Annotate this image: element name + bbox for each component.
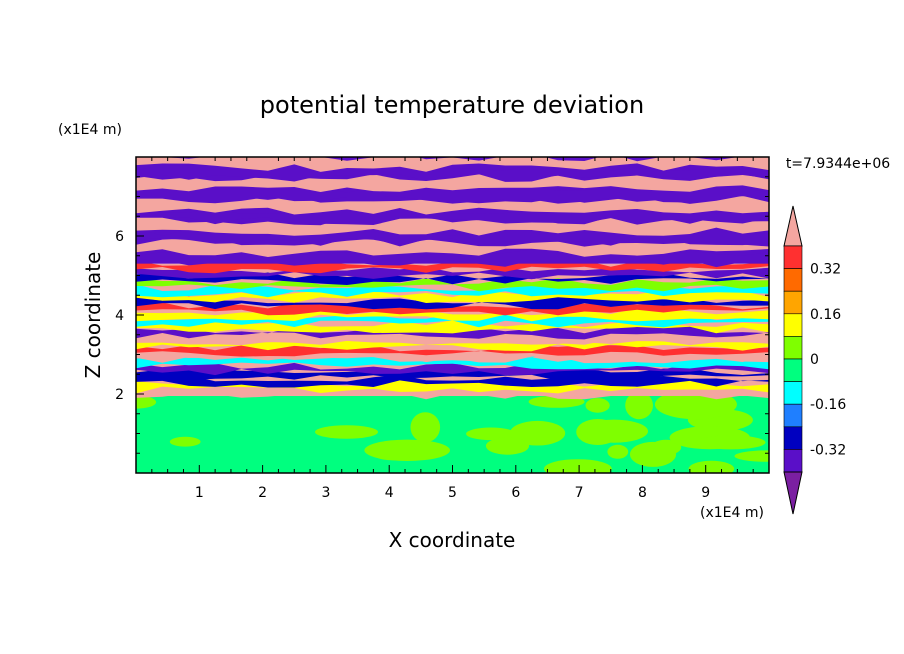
x-unit-label: (x1E4 m) [700,505,764,521]
plot-area [136,157,769,473]
mottle-blob [509,420,566,446]
x-tick-label: 6 [511,485,520,501]
x-axis-title: X coordinate [389,528,516,552]
layer-stripe [136,206,769,225]
mottle-blob [607,444,629,459]
mottle-blob [485,437,530,455]
layer-stripe [136,272,769,285]
colorbar-segment [783,449,803,473]
layer-stripe [136,184,769,204]
layer-stripe [136,216,769,236]
mottle-blob [136,395,157,409]
x-tick-label: 1 [195,485,204,501]
y-tick-label: 4 [115,308,124,324]
mottle-blob [650,439,682,455]
y-tick-label: 2 [115,387,124,403]
y-unit-label: (x1E4 m) [58,122,122,138]
mottle-blob [688,460,735,473]
layer-stripe [136,249,769,268]
y-tick-label: 6 [115,229,124,245]
layer-stripe [136,374,769,388]
colorbar-segment [783,403,803,428]
chart-title: potential temperature deviation [260,91,644,119]
colorbar-label: -0.16 [810,397,846,413]
x-tick-label: 9 [701,485,710,501]
colorbar-segment [783,426,803,450]
colorbar-segment [783,381,803,405]
mottle-blob [466,427,516,441]
x-tick-label: 2 [258,485,267,501]
colorbar: 0.32 0.16 0 -0.16 -0.32 [783,205,846,515]
mottle-blob [585,398,610,413]
mottle-blob [315,425,378,439]
mottle-blob [625,391,653,420]
layer-stripe [136,339,769,352]
colorbar-segment [783,290,803,315]
colorbar-segment [783,336,803,360]
mottle-blob [169,436,201,447]
y-axis: 2 4 6 [115,176,769,454]
colorbar-label: -0.32 [810,442,846,458]
x-axis: 1 2 3 4 5 6 7 8 9 [151,157,754,501]
time-label: t=7.9344e+06 [786,156,890,172]
x-tick-label: 4 [385,485,394,501]
colorbar-top-arrow [783,205,803,247]
colorbar-label: 0 [810,352,819,368]
layer-stripe [136,290,769,303]
colorbar-label: 0.32 [810,262,841,278]
layer-stripe [136,345,769,357]
mottle-blob [734,450,769,462]
x-tick-label: 8 [638,485,647,501]
layer-stripe [136,350,769,364]
y-axis-title: Z coordinate [81,252,105,379]
x-tick-label: 3 [321,485,330,501]
mottle-blob [410,412,441,443]
layer-stripe [136,368,769,381]
colorbar-segment [783,245,803,269]
colorbar-bottom-arrow [783,471,803,515]
mottle-blob [544,459,612,473]
colorbar-segment [783,268,803,292]
mottle-blob [695,435,766,450]
x-tick-label: 5 [448,485,457,501]
mottle-blob [370,442,416,461]
x-tick-label: 7 [575,485,584,501]
colorbar-segment [783,358,803,382]
layer-stripe [136,362,769,376]
colorbar-label: 0.16 [810,307,841,323]
colorbar-segment [783,313,803,337]
layer-stripe [136,332,769,346]
mottle-blob [580,419,648,443]
layer-stripe [136,238,769,257]
layer-stripe [136,164,769,182]
